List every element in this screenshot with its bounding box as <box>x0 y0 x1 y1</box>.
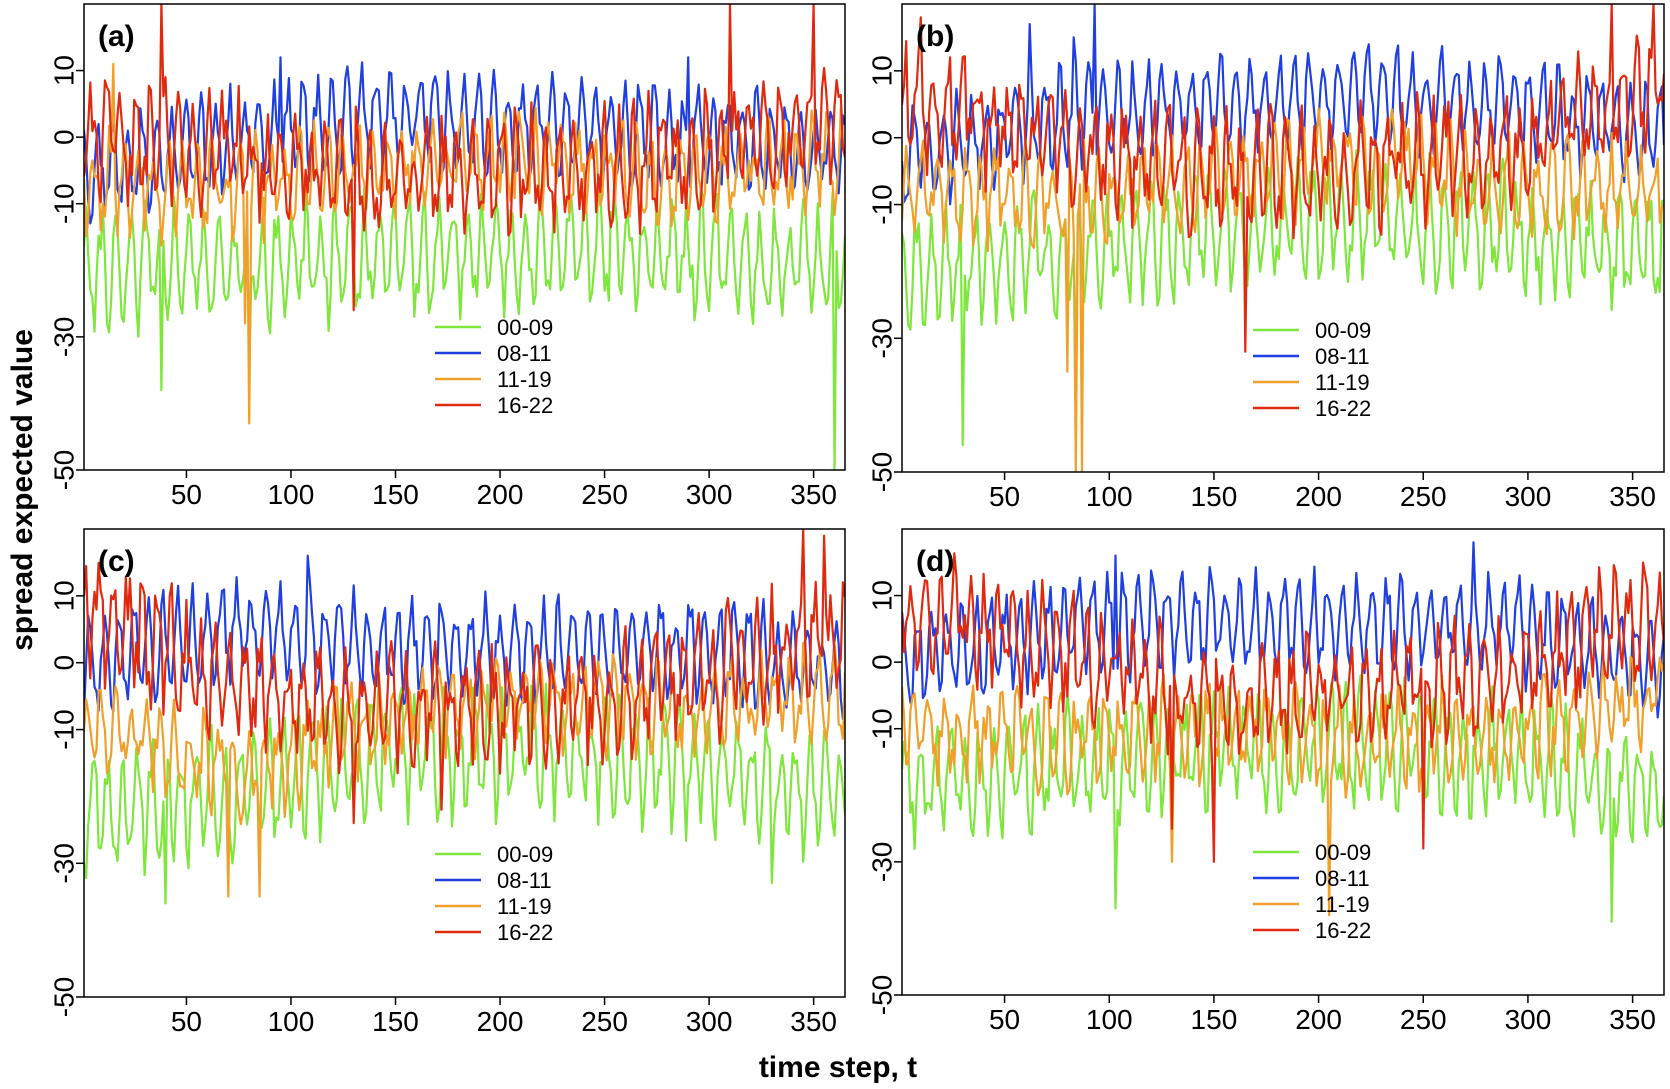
legend-entry: 00-09 <box>497 842 553 867</box>
x-tick-label: 350 <box>790 1006 837 1037</box>
x-tick-label: 150 <box>1191 481 1238 512</box>
y-tick-label: 10 <box>48 55 79 86</box>
x-tick-label: 250 <box>1400 1004 1447 1035</box>
x-axis-label: time step, t <box>759 1051 917 1084</box>
panel-tag: (d) <box>916 545 954 578</box>
y-tick-label: 10 <box>866 580 897 611</box>
x-tick-label: 50 <box>171 1006 202 1037</box>
y-tick-label: -30 <box>48 317 79 357</box>
y-tick-label: -30 <box>48 843 79 883</box>
x-tick-label: 100 <box>268 479 315 510</box>
y-tick-label: -10 <box>48 709 79 749</box>
plot-frame <box>901 3 1665 473</box>
x-tick-label: 200 <box>477 1006 524 1037</box>
series-line-11-19 <box>902 107 1664 472</box>
x-tick-label: 50 <box>989 481 1020 512</box>
series-line-11-19 <box>902 655 1664 917</box>
y-tick-label: -50 <box>866 452 897 492</box>
legend-entry: 16-22 <box>497 393 553 418</box>
legend-entry: 08-11 <box>1315 866 1370 891</box>
x-tick-label: 250 <box>1400 481 1447 512</box>
y-tick-label: -30 <box>866 318 897 358</box>
legend-entry: 11-19 <box>497 894 552 919</box>
x-tick-label: 250 <box>581 479 628 510</box>
y-tick-label: 0 <box>48 655 79 671</box>
series-line-16-22 <box>902 552 1664 864</box>
legend-entry: 11-19 <box>497 367 552 392</box>
x-tick-label: 350 <box>1609 481 1656 512</box>
x-tick-label: 300 <box>1505 1004 1552 1035</box>
y-tick-label: -10 <box>866 184 897 224</box>
y-axis-label: spread expected value <box>6 329 39 651</box>
y-tick-label: -50 <box>48 977 79 1017</box>
y-tick-label: -10 <box>48 183 79 223</box>
legend-entry: 11-19 <box>1315 892 1370 917</box>
x-tick-label: 100 <box>1086 481 1133 512</box>
plot-frame <box>901 528 1665 996</box>
x-tick-label: 250 <box>581 1006 628 1037</box>
x-tick-label: 100 <box>1086 1004 1133 1035</box>
panel-tag: (b) <box>916 20 954 53</box>
legend-entry: 00-09 <box>1315 318 1371 343</box>
y-tick-label: -10 <box>866 708 897 748</box>
panels-group: 50 100 150 200 250 300 350-50-30-10010(a)00-09… <box>48 3 1665 1037</box>
panel-tag: (c) <box>98 545 135 578</box>
x-tick-label: 200 <box>1295 1004 1342 1035</box>
panel-b: 50 100 150 200 250 300 350 -50 -30 -10 0 10 (b) 00-09… <box>866 3 1665 512</box>
legend-entry: 11-19 <box>1315 370 1370 395</box>
panel-c: 50 100 150 200 250 300 350 -50 -30 -10 0 10 (c) 00-09… <box>48 528 846 1037</box>
panel-tag: (a) <box>98 20 135 53</box>
x-tick-label: 350 <box>790 479 837 510</box>
x-tick-label: 350 <box>1609 1004 1656 1035</box>
y-tick-label: 0 <box>866 130 897 146</box>
series-line-08-11 <box>84 56 845 225</box>
y-tick-label: -30 <box>866 842 897 882</box>
panel-d: 50 100 150 200 250 300 350 -50 -30 -10 0 10 (d) 00-09… <box>866 528 1665 1035</box>
x-tick-label: 300 <box>686 479 733 510</box>
y-tick-label: 0 <box>48 129 79 145</box>
x-tick-label: 150 <box>372 479 419 510</box>
legend-entry: 00-09 <box>497 315 553 340</box>
series-line-00-09 <box>902 674 1664 923</box>
plot-frame <box>83 3 846 471</box>
legend-entry: 08-11 <box>497 341 552 366</box>
x-tick-label: 300 <box>686 1006 733 1037</box>
legend-entry: 00-09 <box>1315 840 1371 865</box>
y-tick-label: 0 <box>866 654 897 670</box>
series-line-16-22 <box>84 529 845 825</box>
y-tick-label: 10 <box>866 55 897 86</box>
legend-entry: 16-22 <box>497 920 553 945</box>
x-tick-label: 50 <box>989 1004 1020 1035</box>
series-line-16-22 <box>902 4 1664 353</box>
y-tick-label: -50 <box>866 975 897 1015</box>
legend-entry: 08-11 <box>1315 344 1370 369</box>
plot-frame <box>83 528 846 998</box>
legend-entry: 16-22 <box>1315 396 1371 421</box>
legend-entry: 16-22 <box>1315 918 1371 943</box>
y-tick-label: -50 <box>48 450 79 490</box>
y-tick-label: 10 <box>48 580 79 611</box>
series-line-00-09 <box>84 682 845 905</box>
x-tick-label: 100 <box>268 1006 315 1037</box>
x-tick-label: 150 <box>1191 1004 1238 1035</box>
series-line-16-22 <box>84 4 845 312</box>
x-tick-label: 200 <box>477 479 524 510</box>
x-tick-label: 150 <box>372 1006 419 1037</box>
x-tick-label: 200 <box>1295 481 1342 512</box>
x-tick-label: 50 <box>171 479 202 510</box>
legend-entry: 08-11 <box>497 868 552 893</box>
panel-a: 50 100 150 200 250 300 350 -50 -30 -10 0 10 (a) 00-09… <box>48 3 846 510</box>
x-tick-label: 300 <box>1505 481 1552 512</box>
